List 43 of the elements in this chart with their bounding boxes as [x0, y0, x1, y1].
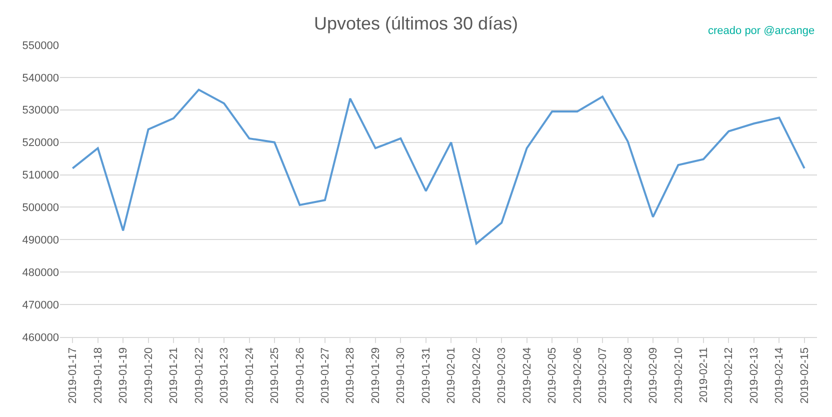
x-tick-label: 2019-02-04 [521, 347, 534, 404]
x-tick-label: 2019-01-18 [92, 347, 104, 404]
x-tick-label: 2019-02-10 [672, 347, 685, 404]
x-tick-label: 2019-02-08 [622, 347, 634, 404]
y-tick-label: 490000 [22, 234, 59, 247]
x-tick-label: 2019-02-09 [648, 347, 660, 404]
x-tick-label: 2019-02-05 [546, 347, 559, 404]
x-tick-label: 2019-02-03 [496, 347, 508, 404]
x-tick-label: 2019-01-24 [244, 347, 256, 404]
text: creado por @arcange [708, 25, 815, 37]
x-tick-label: 2019-02-12 [723, 347, 736, 404]
y-tick-label: 500000 [22, 202, 59, 214]
y-tick-label: 550000 [22, 40, 59, 52]
x-tick-label: 2019-01-21 [168, 347, 180, 404]
y-tick-label: 460000 [22, 332, 59, 344]
x-tick-label: 2019-01-20 [142, 347, 155, 404]
x-tick-label: 2019-02-15 [798, 347, 811, 404]
y-tick-label: 510000 [22, 170, 59, 182]
x-tick-label: 2019-01-29 [370, 347, 382, 404]
x-tick-label: 2019-01-25 [269, 347, 282, 404]
x-tick-label: 2019-01-27 [320, 347, 332, 404]
line-series [72, 88, 806, 245]
y-tick-label: 540000 [22, 72, 59, 84]
x-tick-label: 2019-01-31 [420, 347, 432, 404]
x-tick-label: 2019-02-02 [470, 347, 483, 404]
x-tick-label: 2019-01-28 [344, 347, 357, 404]
x-tick-label: 2019-01-30 [395, 347, 408, 404]
x-tick-label: 2019-02-11 [698, 347, 710, 403]
x-tick-label: 2019-02-14 [774, 347, 786, 404]
y-tick-label: 470000 [22, 299, 59, 312]
y-tick-label: 480000 [22, 266, 59, 279]
x-tick-label: 2019-01-22 [193, 347, 206, 404]
x-tick-label: 2019-02-13 [748, 347, 760, 404]
x-tick-label: 2019-01-23 [218, 347, 231, 404]
x-tick-label: 2019-01-26 [294, 347, 306, 404]
x-tick-label: 2019-02-01 [446, 347, 458, 404]
x-tick-label: 2019-02-06 [572, 347, 584, 404]
x-tick-label: 2019-01-19 [118, 347, 130, 404]
x-tick-label: 2019-01-17 [67, 347, 80, 404]
x-tick-label: 2019-02-07 [597, 347, 610, 404]
chart-title: Upvotes (últimos 30 días) [314, 13, 518, 34]
y-tick-label: 520000 [22, 137, 59, 150]
y-tick-label: 530000 [22, 104, 59, 117]
